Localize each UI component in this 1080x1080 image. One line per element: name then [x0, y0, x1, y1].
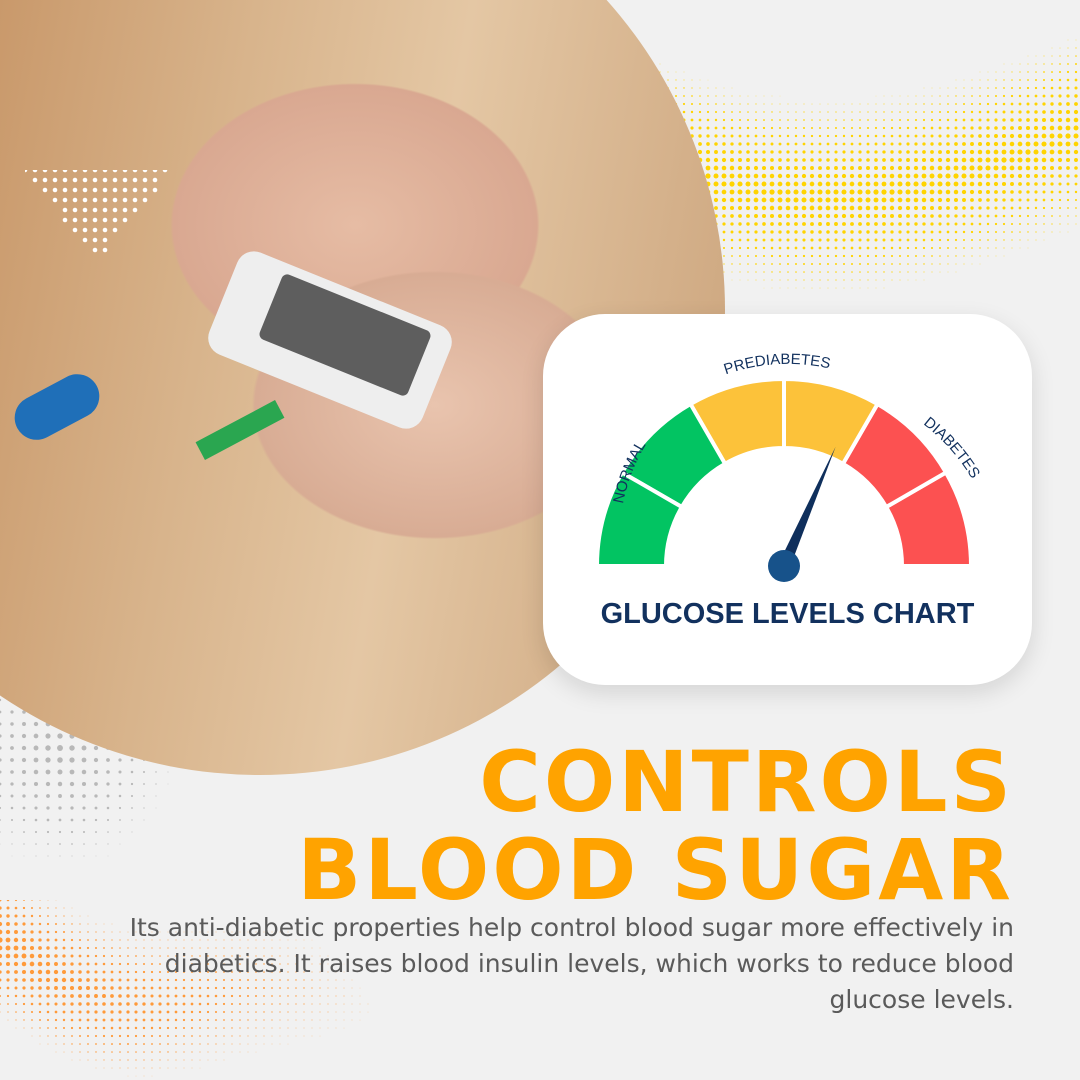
gauge: NORMAL PREDIABETES DIABETES — [594, 351, 983, 582]
orange-dot-wave — [0, 900, 369, 1077]
gauge-hub — [768, 550, 800, 582]
white-dot-triangle — [25, 170, 168, 253]
headline-line-1: CONTROLS — [479, 733, 1014, 831]
headline-line-2: BLOOD SUGAR — [297, 821, 1014, 919]
gauge-needle — [778, 446, 836, 569]
test-strip — [195, 400, 285, 460]
label-prediabetes: PREDIABETES — [722, 351, 832, 378]
gauge-segment-normal — [594, 469, 685, 568]
gauge-segment-prediabetes — [782, 376, 881, 467]
gauge-title: GLUCOSE LEVELS CHART — [600, 598, 975, 630]
description: Its anti-diabetic properties help contro… — [129, 913, 1014, 1014]
headline: CONTROLS BLOOD SUGAR — [297, 738, 1014, 914]
gauge-segment-diabetes — [840, 401, 949, 510]
lancet-pen — [6, 366, 108, 448]
gauge-segment-normal — [619, 401, 728, 510]
glucose-gauge-card: NORMAL PREDIABETES DIABETES GLUCOSE LEVE… — [543, 314, 1032, 685]
